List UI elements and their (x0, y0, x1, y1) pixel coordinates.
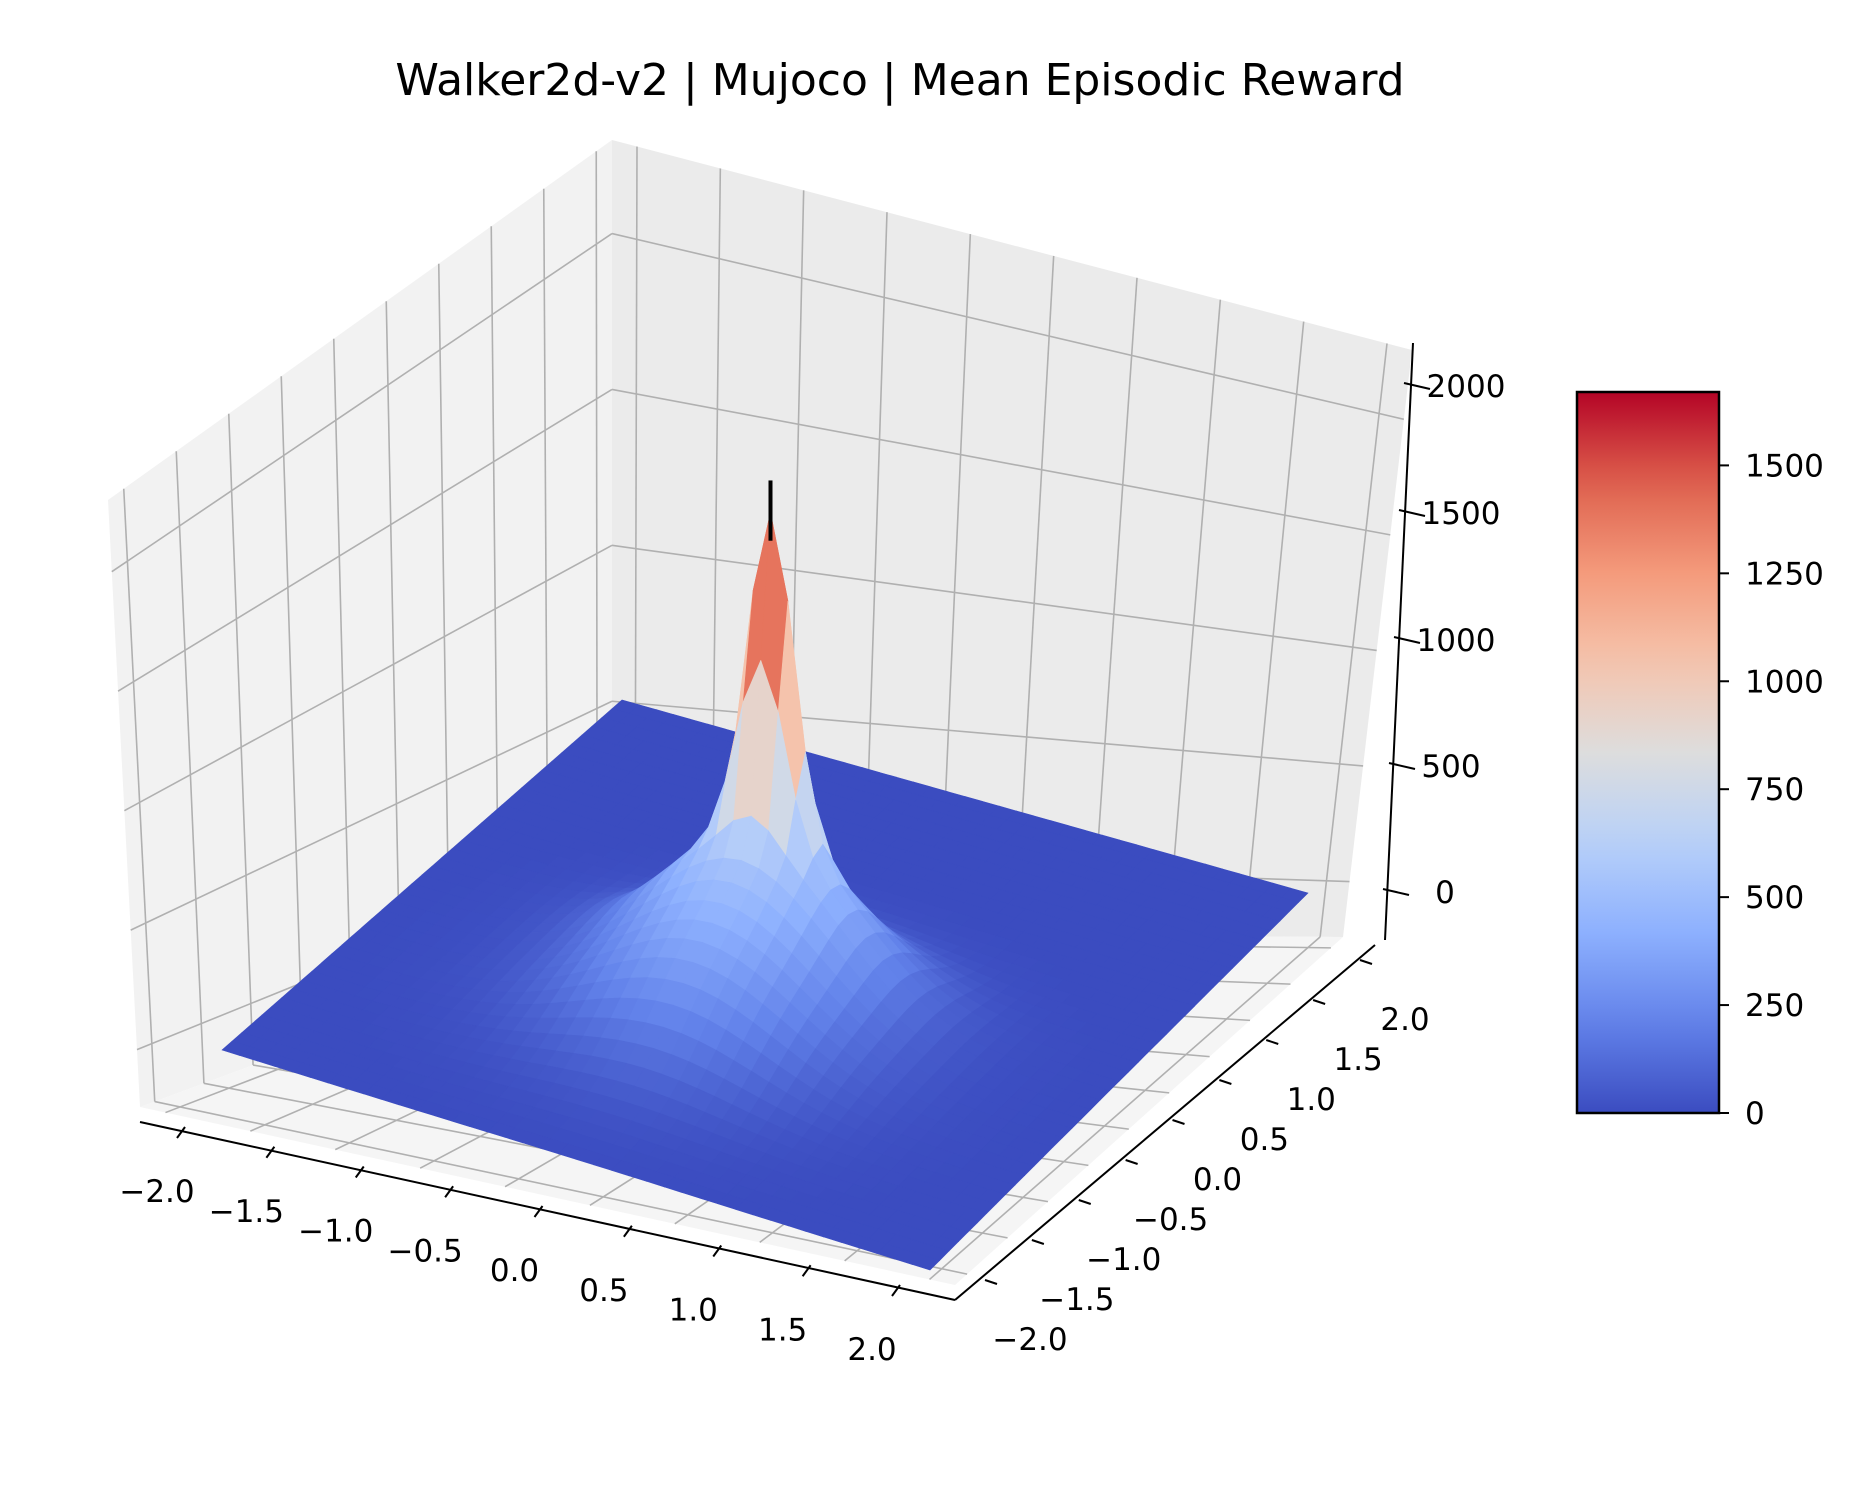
chart-title: Walker2d-v2 | Mujoco | Mean Episodic Rew… (395, 55, 1404, 106)
y-tick-mark (1031, 1239, 1045, 1245)
colorbar-tick-label: 1250 (1745, 556, 1824, 592)
grid-line (611, 232, 1405, 421)
surface-plot (221, 512, 1309, 1271)
grid-line (332, 338, 353, 1029)
x-tick-label: 1.0 (669, 1293, 718, 1329)
x-tick-mark (533, 1205, 544, 1218)
y-tick-label: 0.0 (1193, 1162, 1242, 1198)
x-tick-label: −0.5 (387, 1233, 462, 1269)
z-tick-mark (1403, 382, 1431, 390)
z-tick-label: 1500 (1422, 496, 1501, 532)
grid-line (227, 413, 254, 1066)
back-pane (612, 140, 1412, 937)
x-tick-label: 1.5 (758, 1312, 807, 1348)
colorbar-tick-label: 1500 (1745, 448, 1824, 484)
grid-line (1167, 299, 1222, 936)
y-tick-label: 0.5 (1240, 1122, 1289, 1158)
y-tick-mark (1172, 1119, 1185, 1125)
y-tick-mark (1359, 959, 1373, 965)
grid-line (117, 388, 613, 692)
y-tick-mark (1078, 1199, 1092, 1205)
y-tick-mark (1125, 1159, 1138, 1165)
y-tick-label: −2.0 (992, 1322, 1067, 1358)
y-tick-label: 1.0 (1287, 1082, 1336, 1118)
grid-line (122, 488, 156, 1102)
x-tick-mark (801, 1264, 812, 1277)
z-tick-label: 2000 (1427, 369, 1506, 405)
x-tick-label: 0.0 (490, 1253, 539, 1289)
x-tick-mark (891, 1284, 901, 1297)
y-axis-line (954, 944, 1376, 1301)
x-tick-mark (712, 1244, 723, 1258)
grid-line (111, 232, 613, 573)
grid-line (1243, 321, 1305, 937)
z-tick-label: 1000 (1417, 623, 1496, 659)
z-tick-label: 500 (1421, 749, 1480, 785)
grid-line (123, 544, 613, 812)
grid-line (154, 1100, 968, 1275)
z-tick-mark (1398, 509, 1426, 517)
grid-line (385, 301, 402, 1011)
colorbar-tick-label: 0 (1745, 1096, 1765, 1132)
y-tick-label: −0.5 (1133, 1202, 1208, 1238)
y-tick-mark (1312, 999, 1326, 1005)
x-tick-label: −2.0 (119, 1174, 194, 1210)
grid-line (1319, 343, 1388, 937)
grid-line (1090, 277, 1138, 936)
colorbar: 0 250 500 750 1000 1250 1500 (1575, 390, 1824, 1132)
z-tick-mark (1382, 888, 1410, 896)
grid-line (611, 388, 1391, 536)
colorbar-tick-label: 500 (1745, 880, 1804, 916)
z-tick-mark (1393, 636, 1421, 644)
colorbar-tick-label: 1000 (1745, 664, 1824, 700)
x-tick-label: −1.5 (209, 1194, 284, 1230)
x-tick-label: 2.0 (847, 1332, 896, 1368)
y-tick-label: 1.5 (1333, 1042, 1382, 1078)
x-tick-mark (176, 1126, 186, 1139)
grid-line (611, 700, 1364, 767)
x-tick-mark (354, 1165, 365, 1179)
x-tick-mark (444, 1185, 454, 1198)
y-tick-mark (984, 1279, 998, 1285)
grid-line (280, 376, 304, 1047)
x-tick-label: −1.0 (298, 1214, 373, 1250)
axis-ticks: −2.0−1.5−1.0−0.50.00.51.01.52.0 −2.0−1.5−… (119, 369, 1505, 1368)
z-tick-label: 0 (1435, 875, 1455, 911)
x-tick-mark (623, 1225, 633, 1238)
y-tick-label: 2.0 (1380, 1002, 1429, 1038)
colorbar-gradient (1575, 390, 1721, 1115)
y-tick-mark (1265, 1039, 1279, 1045)
grid-line (175, 451, 205, 1084)
z-axis-line (1384, 342, 1414, 941)
y-tick-label: −1.5 (1039, 1282, 1114, 1318)
grid-line (929, 936, 1321, 1281)
grid-line (611, 544, 1377, 652)
surface-facet (911, 1254, 941, 1271)
colorbar-tick-label: 750 (1745, 772, 1804, 808)
axis-lines (139, 342, 1414, 1301)
y-tick-mark (1219, 1079, 1232, 1085)
z-tick-mark (1388, 762, 1416, 770)
y-tick-label: −1.0 (1086, 1242, 1161, 1278)
x-axis-line (139, 1121, 956, 1301)
x-tick-label: 0.5 (579, 1273, 628, 1309)
colorbar-tick-label: 250 (1745, 988, 1804, 1024)
grid-line (130, 700, 613, 931)
x-tick-mark (265, 1146, 276, 1159)
